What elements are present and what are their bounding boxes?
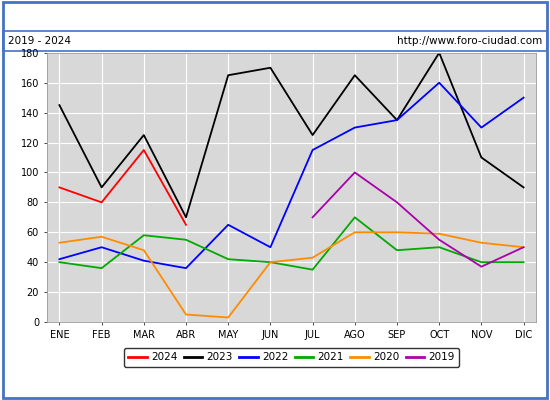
Legend: 2024, 2023, 2022, 2021, 2020, 2019: 2024, 2023, 2022, 2021, 2020, 2019 [124, 348, 459, 366]
Text: Evolucion Nº Turistas Extranjeros en el municipio de El Provencio: Evolucion Nº Turistas Extranjeros en el … [83, 8, 467, 22]
Text: 2019 - 2024: 2019 - 2024 [8, 36, 72, 46]
FancyBboxPatch shape [3, 31, 547, 51]
Text: http://www.foro-ciudad.com: http://www.foro-ciudad.com [397, 36, 542, 46]
